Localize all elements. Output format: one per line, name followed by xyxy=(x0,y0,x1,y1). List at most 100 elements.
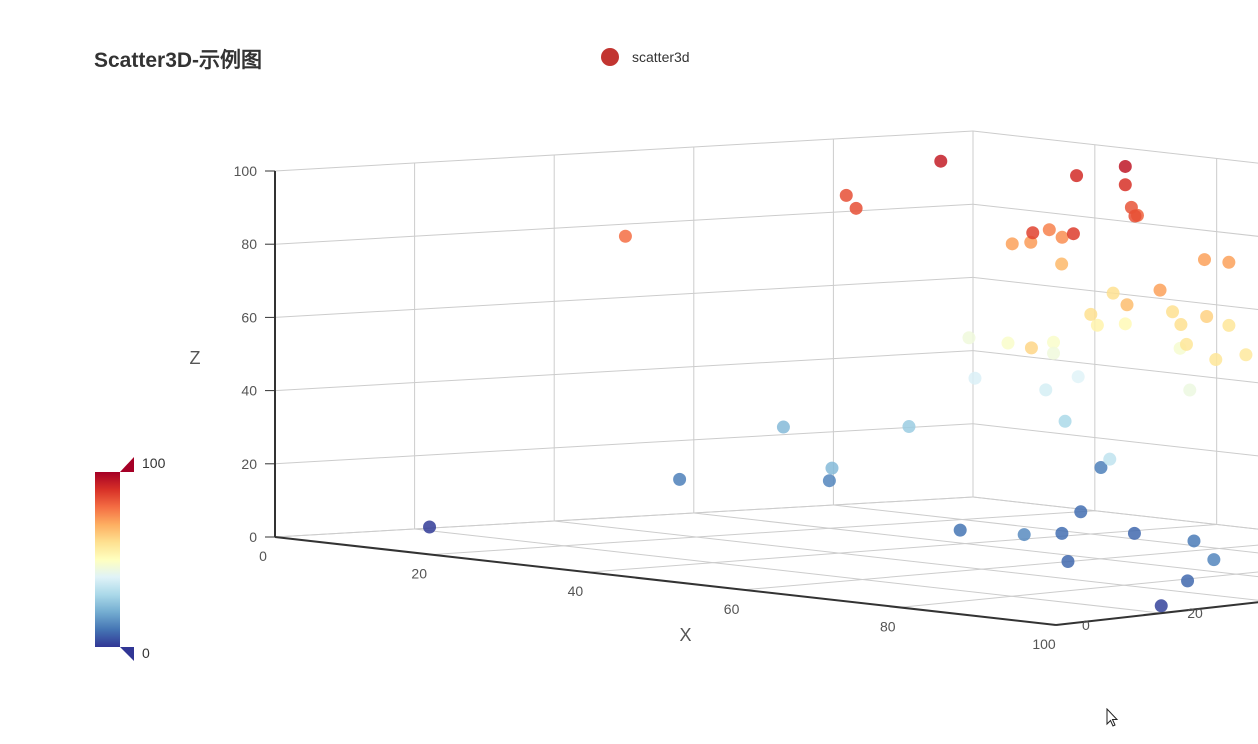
scatter-point[interactable] xyxy=(1118,178,1132,192)
back-wall-grid-line xyxy=(972,423,1258,457)
scatter-point[interactable] xyxy=(1070,169,1084,183)
scatter-point[interactable] xyxy=(618,229,632,243)
scatter-point[interactable] xyxy=(1017,528,1031,542)
y-axis-line xyxy=(1055,601,1258,626)
scatter-point[interactable] xyxy=(1058,414,1072,428)
scatter-point[interactable] xyxy=(1118,317,1132,331)
z-tick-label: 80 xyxy=(241,236,257,252)
legend-marker-icon xyxy=(601,48,619,66)
x-tick-label: 80 xyxy=(880,618,896,634)
scatter-point[interactable] xyxy=(1074,505,1088,519)
scatter-point[interactable] xyxy=(423,520,437,534)
back-wall-grid-line xyxy=(972,350,1258,384)
scatter-point[interactable] xyxy=(1047,335,1061,349)
scatter-point[interactable] xyxy=(1222,318,1236,332)
scatter-point[interactable] xyxy=(1090,318,1104,332)
scatter-point[interactable] xyxy=(1166,305,1180,319)
scatter-point[interactable] xyxy=(1128,209,1142,223)
floor-grid-line xyxy=(431,510,1095,556)
scatter-point[interactable] xyxy=(1197,253,1211,267)
floor-grid-line xyxy=(587,523,1217,573)
left-wall-grid-line xyxy=(274,276,974,318)
scatter-point[interactable] xyxy=(1207,553,1221,567)
scatter-point[interactable] xyxy=(849,201,863,215)
scatter-point[interactable] xyxy=(1120,298,1134,312)
scatter-point[interactable] xyxy=(1026,226,1040,240)
scatter-point[interactable] xyxy=(1118,159,1132,173)
left-wall-grid-line xyxy=(274,496,974,538)
left-wall-grid-line xyxy=(274,350,974,392)
scatter-point[interactable] xyxy=(1055,230,1069,244)
scatter-point[interactable] xyxy=(1061,554,1075,568)
scatter-point[interactable] xyxy=(1024,341,1038,355)
visual-map-bar[interactable] xyxy=(95,472,120,647)
scatter-point[interactable] xyxy=(1001,336,1015,350)
legend-label: scatter3d xyxy=(632,49,690,65)
x-tick-label: 100 xyxy=(1032,636,1056,652)
left-wall-grid-line xyxy=(274,423,974,465)
floor-grid-line xyxy=(693,512,1258,578)
scatter-point[interactable] xyxy=(1222,255,1236,269)
scatter-point[interactable] xyxy=(776,420,790,434)
floor-grid-line xyxy=(554,520,1258,601)
z-tick-label: 20 xyxy=(241,456,257,472)
back-wall-grid-line xyxy=(972,276,1258,311)
z-tick-label: 40 xyxy=(241,383,257,399)
x-axis-line xyxy=(274,536,1057,626)
scatter-points[interactable] xyxy=(423,154,1258,613)
scatter-point[interactable] xyxy=(902,420,916,434)
scatter-point[interactable] xyxy=(968,371,982,385)
scatter-point[interactable] xyxy=(839,188,853,202)
scatter-point[interactable] xyxy=(1071,370,1085,384)
scatter-point[interactable] xyxy=(1200,309,1214,323)
axes: 020406080100020406080100020406080100XYZ xyxy=(190,163,1258,652)
scatter-point[interactable] xyxy=(934,154,948,168)
scatter-point[interactable] xyxy=(1005,237,1019,251)
floor-grid-line xyxy=(833,504,1258,554)
scatter-point[interactable] xyxy=(1183,383,1197,397)
visual-map-max-handle-icon[interactable] xyxy=(120,457,134,472)
scatter-point[interactable] xyxy=(1047,346,1061,360)
scatter-point[interactable] xyxy=(962,331,976,345)
x-tick-label: 40 xyxy=(568,583,584,599)
scatter-point[interactable] xyxy=(825,461,839,475)
back-wall-grid-line xyxy=(972,496,1258,530)
scatter-point[interactable] xyxy=(1127,526,1141,540)
floor-grid-line xyxy=(743,544,1258,591)
z-tick-label: 100 xyxy=(234,163,258,179)
scatter-point[interactable] xyxy=(1239,348,1253,362)
scatter-point[interactable] xyxy=(1154,599,1168,613)
scatter-point[interactable] xyxy=(1103,452,1117,466)
scatter-point[interactable] xyxy=(1039,383,1053,397)
scatter-point[interactable] xyxy=(1181,574,1195,588)
legend-item-scatter3d[interactable]: scatter3d xyxy=(601,48,690,66)
visual-map-min-handle-icon[interactable] xyxy=(120,647,134,661)
x-axis-title: X xyxy=(679,625,691,645)
scatter-point[interactable] xyxy=(1153,283,1167,297)
scatter-point[interactable] xyxy=(1055,257,1069,271)
visual-map[interactable] xyxy=(95,457,134,661)
chart-title: Scatter3D-示例图 xyxy=(94,49,263,72)
scatter-point[interactable] xyxy=(1106,286,1120,300)
scatter-point[interactable] xyxy=(1179,337,1193,351)
scatter-point[interactable] xyxy=(1094,460,1108,474)
y-tick-label: 20 xyxy=(1187,605,1203,621)
scatter-point[interactable] xyxy=(1174,318,1188,332)
x-tick-label: 20 xyxy=(411,566,427,582)
scatter-point[interactable] xyxy=(1187,534,1201,548)
scatter-point[interactable] xyxy=(1055,526,1069,540)
back-wall-grid-line xyxy=(972,203,1258,237)
scatter-point[interactable] xyxy=(1066,227,1080,241)
scatter-point[interactable] xyxy=(1042,223,1056,237)
scatter-point[interactable] xyxy=(673,472,687,486)
z-tick-label: 60 xyxy=(241,309,257,325)
left-wall-grid-line xyxy=(274,130,974,172)
back-wall-grid-line xyxy=(972,130,1258,164)
floor-grid-line xyxy=(414,528,1162,614)
mouse-cursor-icon xyxy=(1106,708,1119,727)
scatter-point[interactable] xyxy=(822,474,836,488)
scatter-point[interactable] xyxy=(1209,353,1223,367)
scatter-point[interactable] xyxy=(1084,307,1098,321)
scatter-point[interactable] xyxy=(953,523,967,537)
